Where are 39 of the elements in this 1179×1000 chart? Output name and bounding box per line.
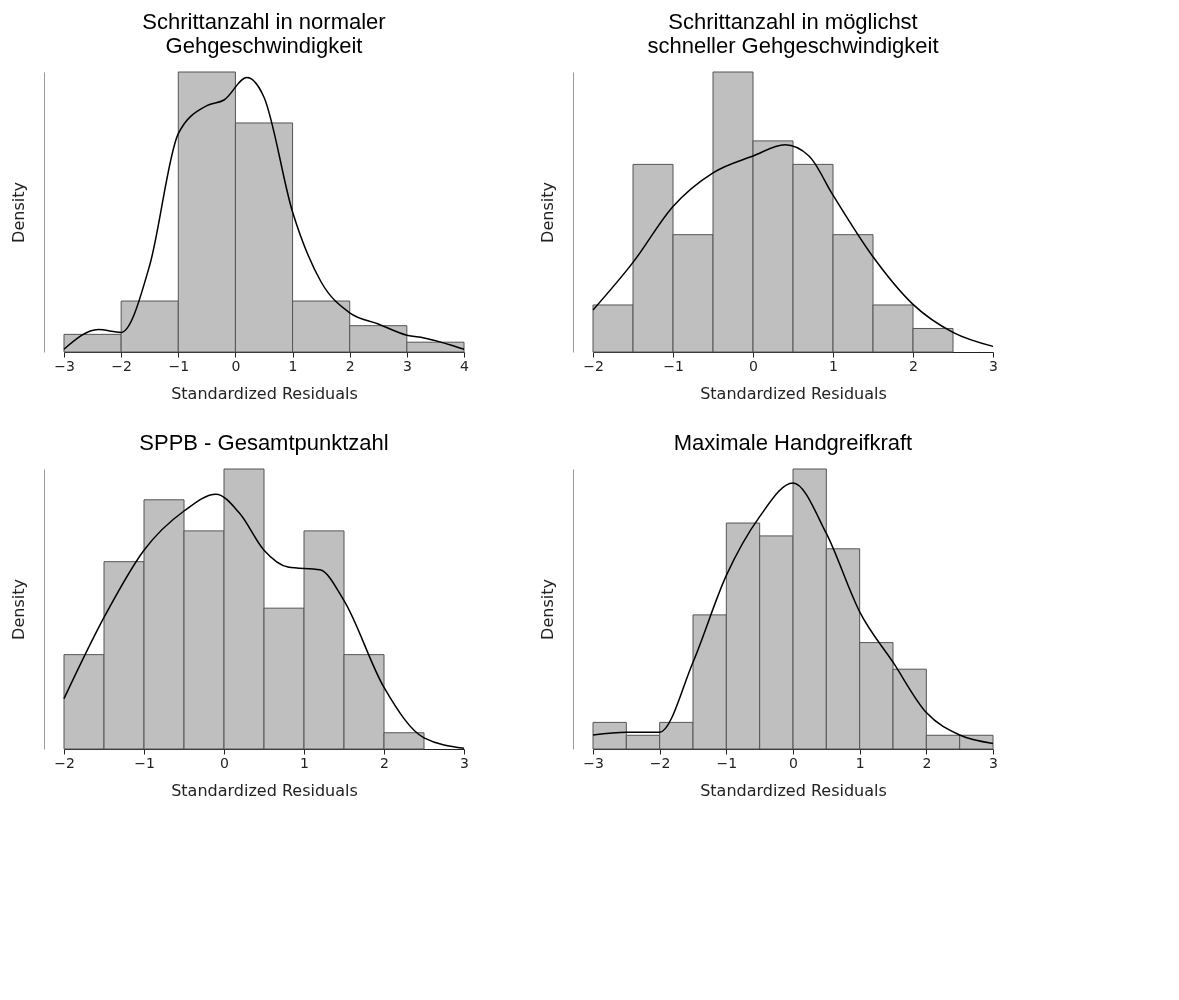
chart-title: Schrittanzahl in möglichst schneller Gehgeschwindigkeit: [647, 8, 939, 58]
x-tick-label: −1: [168, 357, 190, 374]
x-tick-label: 0: [220, 754, 229, 771]
x-tick-label: 1: [300, 754, 309, 771]
y-axis-title: Density: [537, 182, 557, 243]
x-tick-label: 3: [989, 754, 998, 771]
x-tick-label: −1: [716, 754, 738, 771]
x-tick-label: 3: [989, 357, 998, 374]
x-tick-label: 3: [460, 754, 469, 771]
x-tick-label: 2: [345, 357, 355, 374]
x-tick-label: 0: [231, 357, 241, 374]
x-axis-title: Standardized Residuals: [700, 383, 887, 403]
x-tick-label: −3: [54, 357, 75, 374]
y-axis-title: Density: [537, 579, 557, 640]
x-tick-label: −1: [663, 357, 684, 374]
x-tick-label: 2: [380, 754, 389, 771]
x-axis-title: Standardized Residuals: [700, 780, 887, 800]
chart-title: SPPB - Gesamtpunktzahl: [139, 429, 389, 455]
y-axis-title: Density: [8, 579, 28, 640]
chart-title: Maximale Handgreifkraft: [673, 429, 913, 455]
x-tick-label: −2: [649, 754, 671, 771]
chart-title: Schrittanzahl in normaler Gehgeschwindigkeit: [142, 8, 386, 58]
x-tick-label: 2: [909, 357, 918, 374]
x-tick-label: −2: [583, 357, 604, 374]
x-tick-label: −1: [134, 754, 155, 771]
x-tick-label: 3: [402, 357, 412, 374]
x-tick-label: 0: [789, 754, 798, 771]
x-tick-label: 2: [922, 754, 932, 771]
x-axis-title: Standardized Residuals: [171, 383, 358, 403]
x-tick-label: 4: [460, 357, 470, 374]
x-tick-label: 0: [749, 357, 758, 374]
x-axis-title: Standardized Residuals: [171, 780, 358, 800]
x-tick-label: −2: [54, 754, 75, 771]
x-tick-label: 1: [855, 754, 865, 771]
x-tick-label: 1: [829, 357, 838, 374]
y-axis-title: Density: [8, 182, 28, 243]
x-tick-label: −3: [583, 754, 604, 771]
x-tick-label: 1: [288, 357, 298, 374]
x-tick-label: −2: [111, 357, 132, 374]
